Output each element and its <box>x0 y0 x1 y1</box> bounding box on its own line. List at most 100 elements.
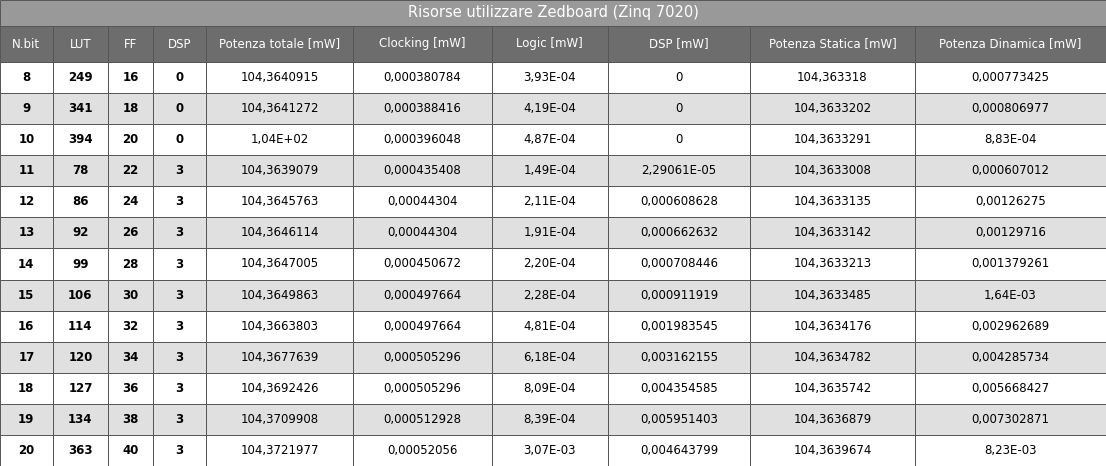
Text: 3: 3 <box>175 382 184 395</box>
Bar <box>206 435 353 466</box>
Text: 86: 86 <box>72 195 88 208</box>
Text: 28: 28 <box>123 258 138 270</box>
Bar <box>108 155 153 186</box>
Bar <box>0 124 53 155</box>
Text: 92: 92 <box>72 226 88 240</box>
Bar <box>0 435 53 466</box>
Text: 0,004354585: 0,004354585 <box>640 382 718 395</box>
Bar <box>153 280 206 311</box>
Bar <box>53 62 108 93</box>
Text: 3: 3 <box>175 164 184 177</box>
Text: 0,000380784: 0,000380784 <box>384 71 461 84</box>
Bar <box>607 248 750 280</box>
Text: 2,28E-04: 2,28E-04 <box>523 288 576 302</box>
Bar <box>750 404 915 435</box>
Text: 0,004643799: 0,004643799 <box>639 444 718 457</box>
Bar <box>53 248 108 280</box>
Text: 0,001379261: 0,001379261 <box>971 258 1050 270</box>
Bar <box>53 217 108 248</box>
Bar <box>915 124 1106 155</box>
Text: Clocking [mW]: Clocking [mW] <box>379 37 466 50</box>
Bar <box>607 404 750 435</box>
Text: Risorse utilizzare Zedboard (Zinq 7020): Risorse utilizzare Zedboard (Zinq 7020) <box>408 6 698 21</box>
Text: 0,003162155: 0,003162155 <box>640 351 718 364</box>
Bar <box>206 62 353 93</box>
Text: 18: 18 <box>123 102 138 115</box>
Text: 104,3633213: 104,3633213 <box>793 258 872 270</box>
Bar <box>0 0 1106 26</box>
Bar <box>108 62 153 93</box>
Bar <box>915 217 1106 248</box>
Bar <box>153 62 206 93</box>
Text: 104,3663803: 104,3663803 <box>240 320 319 333</box>
Text: 0: 0 <box>675 102 682 115</box>
Bar <box>0 155 53 186</box>
Bar <box>492 404 607 435</box>
Text: 8,83E-04: 8,83E-04 <box>984 133 1036 146</box>
Bar <box>153 93 206 124</box>
Bar <box>53 124 108 155</box>
Text: Potenza Statica [mW]: Potenza Statica [mW] <box>769 37 896 50</box>
Bar <box>750 26 915 62</box>
Bar <box>353 404 492 435</box>
Text: 1,49E-04: 1,49E-04 <box>523 164 576 177</box>
Bar <box>108 248 153 280</box>
Bar <box>750 62 915 93</box>
Bar <box>353 280 492 311</box>
Text: 0,000497664: 0,000497664 <box>384 320 461 333</box>
Text: 15: 15 <box>18 288 34 302</box>
Bar <box>492 311 607 342</box>
Bar <box>0 280 53 311</box>
Bar <box>492 342 607 373</box>
Bar <box>607 62 750 93</box>
Bar <box>750 311 915 342</box>
Text: 341: 341 <box>69 102 93 115</box>
Text: 0,000773425: 0,000773425 <box>971 71 1050 84</box>
Bar <box>607 342 750 373</box>
Text: 34: 34 <box>123 351 138 364</box>
Text: DSP [mW]: DSP [mW] <box>649 37 709 50</box>
Bar <box>353 217 492 248</box>
Text: 0,00052056: 0,00052056 <box>387 444 458 457</box>
Text: 19: 19 <box>18 413 34 426</box>
Text: 104,3633202: 104,3633202 <box>793 102 872 115</box>
Bar <box>53 311 108 342</box>
Text: 104,3639674: 104,3639674 <box>793 444 872 457</box>
Text: 3: 3 <box>175 351 184 364</box>
Text: 106: 106 <box>69 288 93 302</box>
Text: 0: 0 <box>175 71 184 84</box>
Bar <box>153 311 206 342</box>
Bar <box>353 186 492 217</box>
Bar <box>607 373 750 404</box>
Bar <box>492 280 607 311</box>
Bar <box>153 186 206 217</box>
Bar <box>492 62 607 93</box>
Bar <box>492 373 607 404</box>
Bar <box>492 155 607 186</box>
Bar <box>206 280 353 311</box>
Text: 0,000505296: 0,000505296 <box>384 382 461 395</box>
Bar <box>750 280 915 311</box>
Bar <box>915 280 1106 311</box>
Text: 16: 16 <box>123 71 138 84</box>
Text: 0,001983545: 0,001983545 <box>640 320 718 333</box>
Text: 0: 0 <box>175 133 184 146</box>
Bar <box>607 155 750 186</box>
Bar <box>0 217 53 248</box>
Text: 104,3633142: 104,3633142 <box>793 226 872 240</box>
Bar <box>53 404 108 435</box>
Bar <box>750 93 915 124</box>
Text: 8: 8 <box>22 71 31 84</box>
Text: 0: 0 <box>675 133 682 146</box>
Bar <box>750 155 915 186</box>
Bar <box>108 93 153 124</box>
Text: 0,005951403: 0,005951403 <box>640 413 718 426</box>
Text: 26: 26 <box>123 226 138 240</box>
Text: 0,000435408: 0,000435408 <box>384 164 461 177</box>
Text: 3: 3 <box>175 258 184 270</box>
Bar <box>108 217 153 248</box>
Bar <box>492 435 607 466</box>
Text: 0,000708446: 0,000708446 <box>640 258 718 270</box>
Bar <box>915 404 1106 435</box>
Text: 0,000497664: 0,000497664 <box>384 288 461 302</box>
